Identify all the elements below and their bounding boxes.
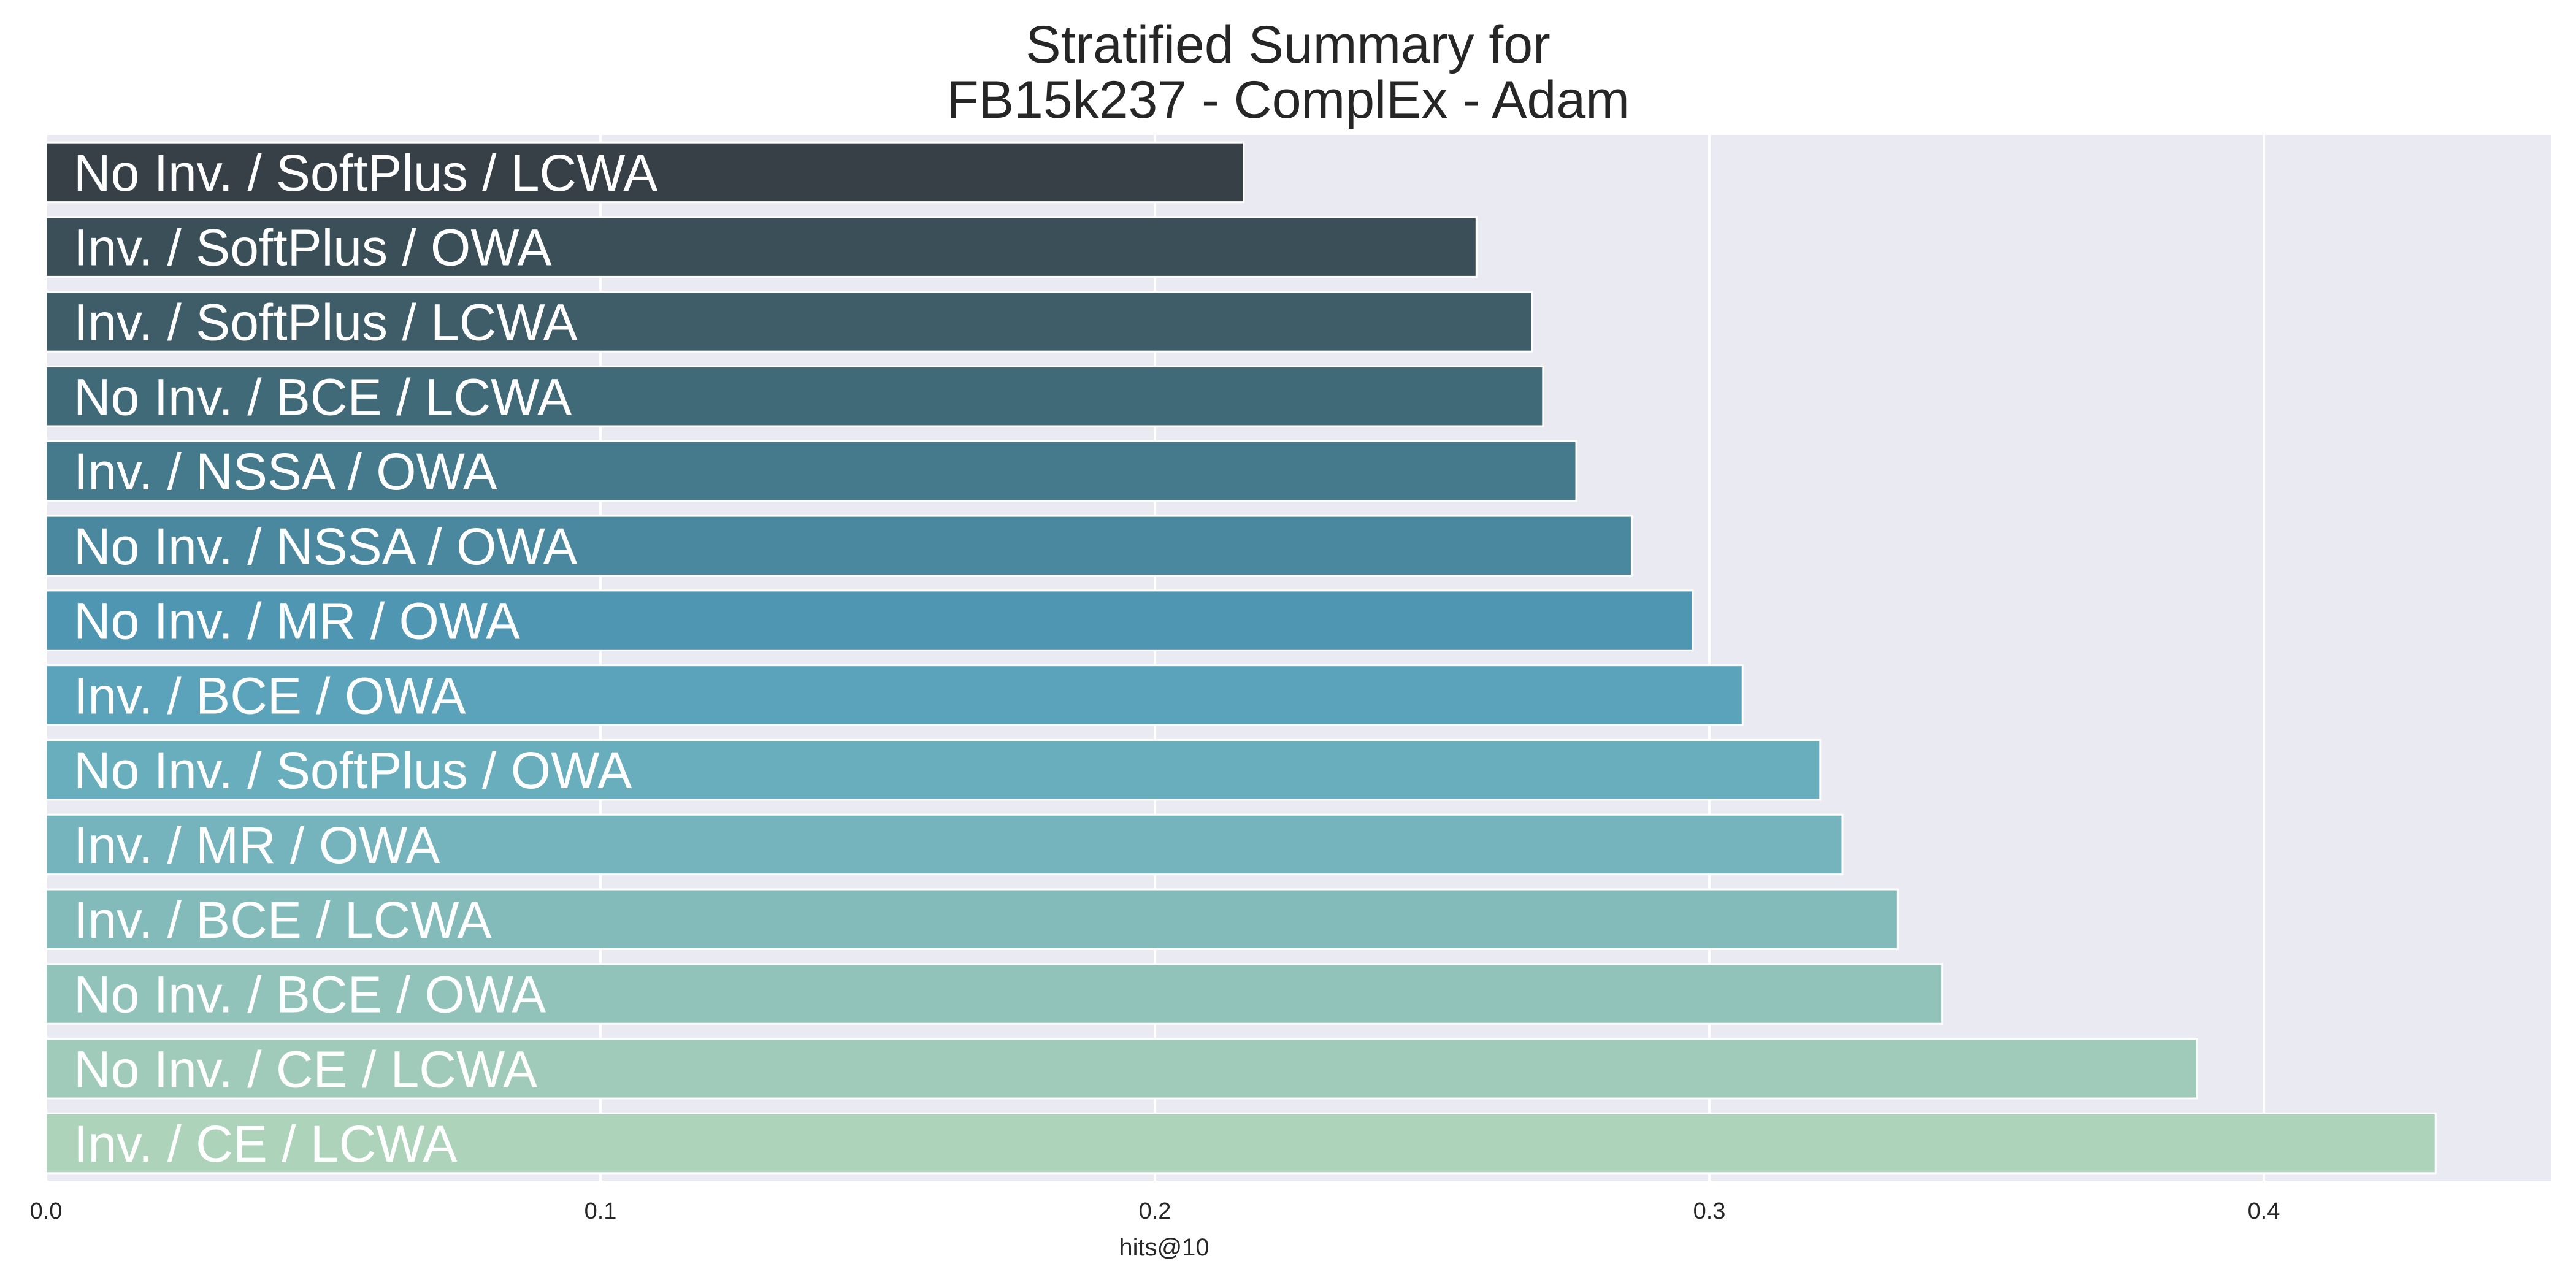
bar-label-7: Inv. / BCE / OWA [74,667,466,724]
bar-7 [45,664,1744,726]
chart-title-line-2: FB15k237 - ComplEx - Adam [946,71,1630,129]
bar-9 [45,813,1844,876]
bar-label-6: No Inv. / MR / OWA [74,592,520,650]
bar-label-4: Inv. / NSSA / OWA [74,443,497,500]
x-tick-label-0: 0.0 [30,1198,63,1224]
bar-2 [45,291,1533,353]
x-tick-label-4: 0.4 [2248,1198,2280,1224]
x-axis-label: hits@10 [1119,1234,1209,1261]
bar-label-9: Inv. / MR / OWA [74,816,440,874]
bar-4 [45,440,1577,502]
bar-label-1: Inv. / SoftPlus / OWA [74,219,552,277]
bar-label-3: No Inv. / BCE / LCWA [74,368,572,426]
bar-label-10: Inv. / BCE / LCWA [74,891,491,949]
bar-0 [45,141,1245,204]
bar-label-0: No Inv. / SoftPlus / LCWA [74,144,657,202]
bar-label-13: Inv. / CE / LCWA [74,1115,457,1173]
chart-title: Stratified Summary for FB15k237 - ComplE… [0,17,2576,128]
bar-label-12: No Inv. / CE / LCWA [74,1040,537,1098]
bar-10 [45,888,1899,950]
bar-8 [45,738,1822,801]
x-axis-ticks: 0.0 0.1 0.2 0.3 0.4 [30,1198,2280,1224]
chart-title-line-1: Stratified Summary for [1025,15,1551,74]
bar-label-2: Inv. / SoftPlus / LCWA [74,293,578,351]
x-tick-label-1: 0.1 [585,1198,617,1224]
bar-12 [45,1038,2199,1100]
bar-label-5: No Inv. / NSSA / OWA [74,518,578,575]
bar-13 [45,1112,2437,1175]
bar-1 [45,216,1478,278]
bars: No Inv. / SoftPlus / LCWA Inv. / SoftPlus… [45,141,2437,1175]
bar-6 [45,589,1694,651]
x-tick-label-2: 0.2 [1139,1198,1171,1224]
bar-label-8: No Inv. / SoftPlus / OWA [74,742,632,799]
bar-5 [45,515,1633,577]
bar-3 [45,366,1544,427]
bar-label-11: No Inv. / BCE / OWA [74,966,546,1024]
bar-11 [45,963,1944,1025]
x-tick-label-3: 0.3 [1693,1198,1726,1224]
